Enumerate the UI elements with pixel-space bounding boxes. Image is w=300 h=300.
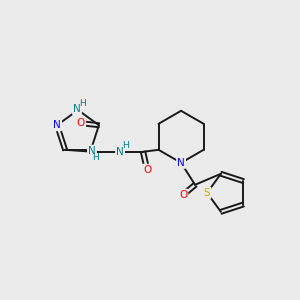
Text: O: O bbox=[179, 190, 187, 200]
Text: N: N bbox=[53, 120, 61, 130]
Text: O: O bbox=[77, 118, 85, 128]
Text: O: O bbox=[143, 165, 151, 175]
Text: H: H bbox=[93, 153, 99, 162]
Text: H: H bbox=[122, 141, 128, 150]
Text: H: H bbox=[79, 100, 86, 109]
Text: N: N bbox=[116, 147, 124, 157]
Text: N: N bbox=[73, 104, 81, 114]
Text: S: S bbox=[204, 188, 210, 198]
Text: N: N bbox=[88, 146, 96, 156]
Text: N: N bbox=[177, 158, 185, 168]
